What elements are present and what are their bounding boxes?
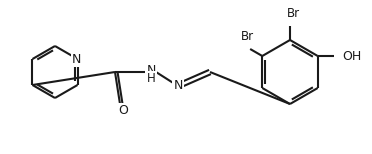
Text: Br: Br: [241, 30, 254, 43]
Text: N: N: [173, 79, 183, 91]
Text: OH: OH: [343, 49, 362, 63]
Text: O: O: [118, 103, 128, 116]
Text: H: H: [147, 71, 155, 85]
Text: Br: Br: [286, 7, 299, 20]
Text: N: N: [72, 53, 81, 65]
Text: N: N: [146, 63, 156, 77]
